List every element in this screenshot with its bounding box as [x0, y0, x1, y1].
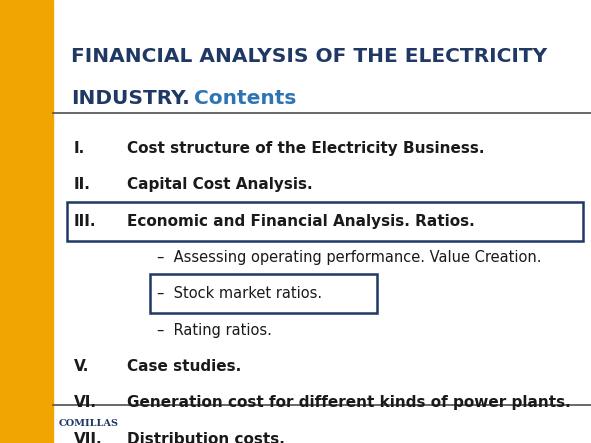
Text: Contents: Contents — [187, 89, 296, 108]
Text: COMILLAS: COMILLAS — [59, 419, 119, 427]
Text: VI.: VI. — [74, 395, 97, 410]
Text: Cost structure of the Electricity Business.: Cost structure of the Electricity Busine… — [127, 141, 485, 156]
Text: I.: I. — [74, 141, 85, 156]
Text: –  Assessing operating performance. Value Creation.: – Assessing operating performance. Value… — [157, 250, 541, 265]
Text: –  Rating ratios.: – Rating ratios. — [157, 323, 271, 338]
Text: II.: II. — [74, 177, 91, 192]
Bar — [0, 0, 53, 443]
Text: FINANCIAL ANALYSIS OF THE ELECTRICITY: FINANCIAL ANALYSIS OF THE ELECTRICITY — [71, 47, 547, 66]
Text: Capital Cost Analysis.: Capital Cost Analysis. — [127, 177, 313, 192]
Text: Distribution costs.: Distribution costs. — [127, 431, 285, 443]
Text: INDUSTRY.: INDUSTRY. — [71, 89, 190, 108]
Text: III.: III. — [74, 214, 96, 229]
Text: Generation cost for different kinds of power plants.: Generation cost for different kinds of p… — [127, 395, 571, 410]
Text: –  Stock market ratios.: – Stock market ratios. — [157, 286, 322, 301]
Text: Economic and Financial Analysis. Ratios.: Economic and Financial Analysis. Ratios. — [127, 214, 475, 229]
Text: VII.: VII. — [74, 431, 102, 443]
Text: Case studies.: Case studies. — [127, 359, 241, 374]
Text: V.: V. — [74, 359, 89, 374]
